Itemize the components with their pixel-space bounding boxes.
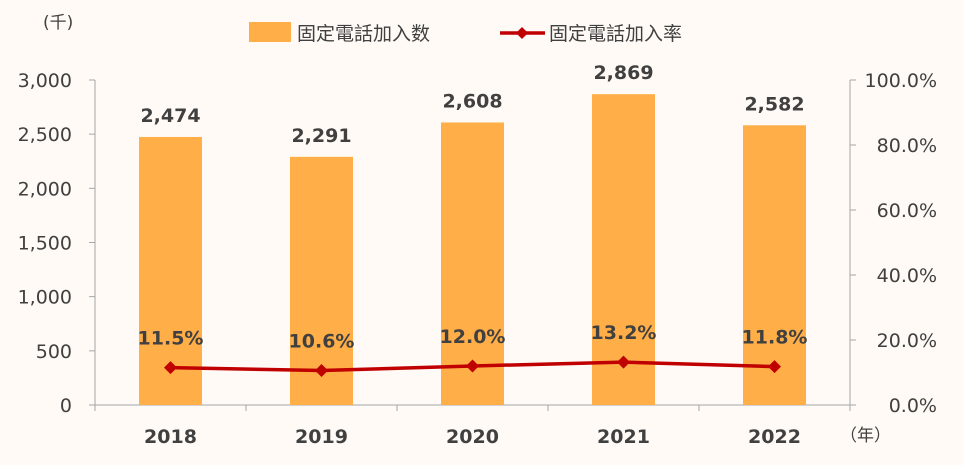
x-tick-label: 2020	[446, 426, 499, 448]
x-tick-label: 2021	[597, 426, 650, 448]
legend: 固定電話加入数 固定電話加入率	[249, 22, 682, 45]
y-left-tick-label: 500	[36, 341, 72, 363]
y-left-unit-label: (千)	[43, 13, 73, 33]
line-value-label: 11.8%	[742, 327, 808, 349]
bar-value-label: 2,582	[744, 93, 804, 115]
line-value-label: 10.6%	[289, 331, 355, 353]
y-right-tick-label: 20.0%	[877, 330, 937, 352]
y-left-tick-label: 1,000	[18, 287, 72, 309]
legend-bar-swatch	[249, 22, 291, 42]
line-series	[164, 355, 781, 378]
y-right-tick-label: 100.0%	[865, 70, 937, 92]
legend-line-label: 固定電話加入率	[549, 23, 682, 45]
y-right-tick-label: 80.0%	[877, 135, 937, 157]
line-point-marker	[768, 360, 781, 374]
line-point-marker	[164, 361, 177, 375]
bar	[743, 125, 806, 406]
y-right-tick-label: 60.0%	[877, 200, 937, 222]
bar-value-label: 2,291	[291, 125, 351, 147]
bar-series	[139, 94, 806, 406]
bar	[592, 94, 655, 406]
y-right-tick-label: 40.0%	[877, 265, 937, 287]
x-tick-label: 2019	[295, 426, 348, 448]
bar-value-label: 2,869	[593, 62, 653, 84]
bar-value-label: 2,608	[442, 90, 502, 112]
bar	[139, 136, 202, 405]
line-value-label: 11.5%	[138, 328, 204, 350]
bar	[290, 156, 353, 405]
legend-bar-label: 固定電話加入数	[297, 23, 430, 45]
line-value-label: 13.2%	[591, 322, 657, 344]
y-left-tick-label: 1,500	[18, 233, 72, 255]
axes: 0 500 1,000 1,500 2,000 2,500 3,000 0.0% 20.0% 40…	[18, 13, 937, 448]
line-point-marker	[466, 359, 479, 373]
y-left-tick-label: 0	[60, 395, 72, 417]
y-left-tick-label: 3,000	[18, 70, 72, 92]
legend-line-marker	[516, 27, 528, 39]
data-labels: 2,474 2,291 2,608 2,869 2,582 11.5% 10.6% 12.0%…	[138, 62, 808, 352]
line-point-marker	[617, 355, 630, 369]
y-left-tick-label: 2,500	[18, 124, 72, 146]
x-unit-label: （年）	[840, 426, 891, 446]
x-tick-label: 2022	[748, 426, 801, 448]
y-left-tick-label: 2,000	[18, 178, 72, 200]
bar	[441, 122, 504, 405]
x-tick-label: 2018	[144, 426, 197, 448]
bar-value-label: 2,474	[140, 105, 200, 127]
line-value-label: 12.0%	[440, 326, 506, 348]
y-right-tick-label: 0.0%	[889, 395, 937, 417]
line-point-marker	[315, 364, 328, 378]
